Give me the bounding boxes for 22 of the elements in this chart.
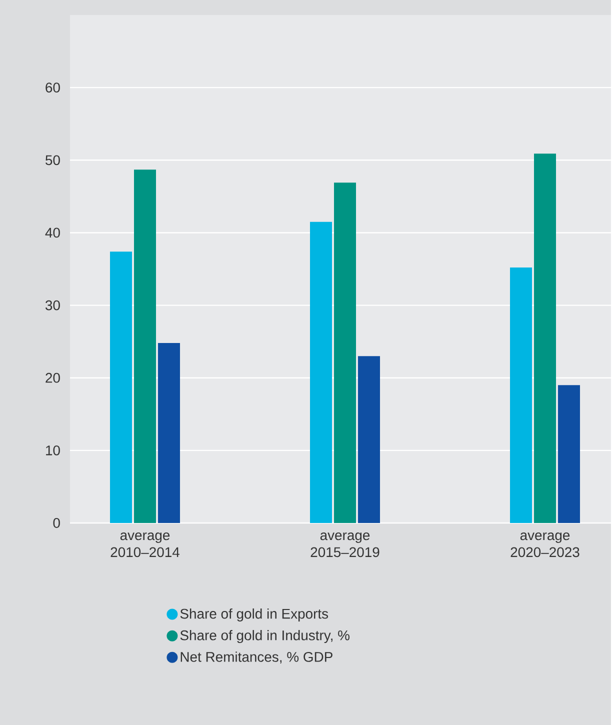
x-tick-label: average 2015–2019: [311, 532, 380, 558]
bar: [158, 343, 180, 523]
y-tick-label: 50: [46, 155, 60, 166]
x-tick-label: average 2010–2014: [111, 532, 180, 558]
bar: [310, 222, 332, 523]
bar: [558, 385, 580, 523]
bar: [110, 252, 132, 523]
legend-label: Share of gold in Industry, %: [180, 630, 350, 644]
legend-label: Share of gold in Exports: [180, 608, 328, 622]
bar: [134, 170, 156, 523]
y-tick-label: 0: [53, 518, 60, 528]
bar: [534, 154, 556, 523]
bar: [334, 182, 356, 523]
x-tick-label: average 2020–2023: [511, 532, 580, 558]
y-tick-label: 60: [46, 82, 60, 93]
bar: [510, 268, 532, 523]
bar: [358, 356, 380, 523]
legend-label: Net Remitances, % GDP: [181, 652, 333, 664]
y-tick-label: 20: [46, 372, 60, 383]
y-tick-label: 40: [45, 228, 60, 238]
y-tick-label: 10: [46, 445, 60, 456]
y-tick-label: 30: [46, 300, 60, 310]
